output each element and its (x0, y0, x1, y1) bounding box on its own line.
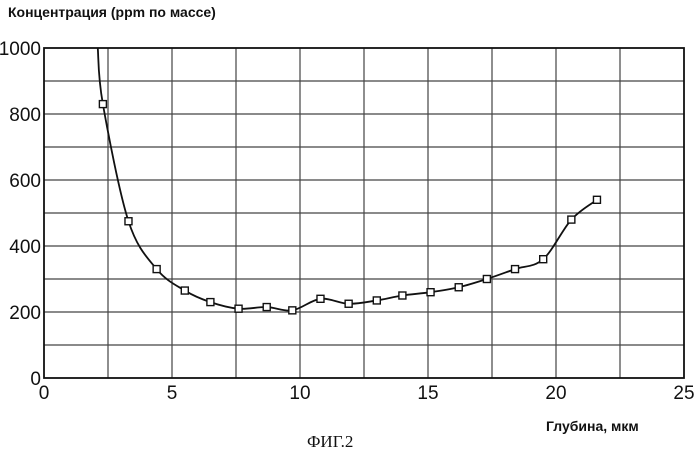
y-tick-label: 600 (9, 171, 41, 192)
data-point-marker (263, 304, 270, 311)
data-point-marker (593, 196, 600, 203)
data-point-marker (207, 299, 214, 306)
y-tick-label: 800 (9, 105, 41, 126)
x-tick-label: 10 (289, 383, 310, 404)
data-series (98, 48, 601, 314)
x-tick-label: 15 (417, 383, 438, 404)
data-point-marker (568, 216, 575, 223)
data-point-marker (317, 295, 324, 302)
x-tick-label: 20 (545, 383, 566, 404)
data-point-marker (181, 287, 188, 294)
data-point-marker (345, 300, 352, 307)
x-tick-label: 0 (39, 383, 50, 404)
data-point-marker (540, 256, 547, 263)
x-tick-label: 25 (673, 383, 694, 404)
x-axis-label: Глубина, мкм (546, 418, 639, 434)
data-point-marker (399, 292, 406, 299)
y-tick-label: 400 (9, 237, 41, 258)
data-point-marker (512, 266, 519, 273)
figure-caption: ФИГ.2 (307, 432, 353, 451)
y-tick-label: 200 (9, 303, 41, 324)
x-tick-label: 5 (167, 383, 178, 404)
data-point-marker (153, 266, 160, 273)
data-point-marker (483, 276, 490, 283)
data-point-marker (427, 289, 434, 296)
tick-labels: 020040060080010000510152025 (0, 39, 695, 404)
data-point-marker (235, 305, 242, 312)
y-axis-label: Концентрация (ppm по массе) (8, 4, 216, 20)
y-tick-label: 1000 (0, 39, 41, 60)
data-point-marker (99, 101, 106, 108)
grid (44, 48, 684, 378)
data-point-marker (455, 284, 462, 291)
data-point-marker (373, 297, 380, 304)
series-line (98, 48, 597, 311)
data-point-marker (289, 307, 296, 314)
data-point-marker (125, 218, 132, 225)
